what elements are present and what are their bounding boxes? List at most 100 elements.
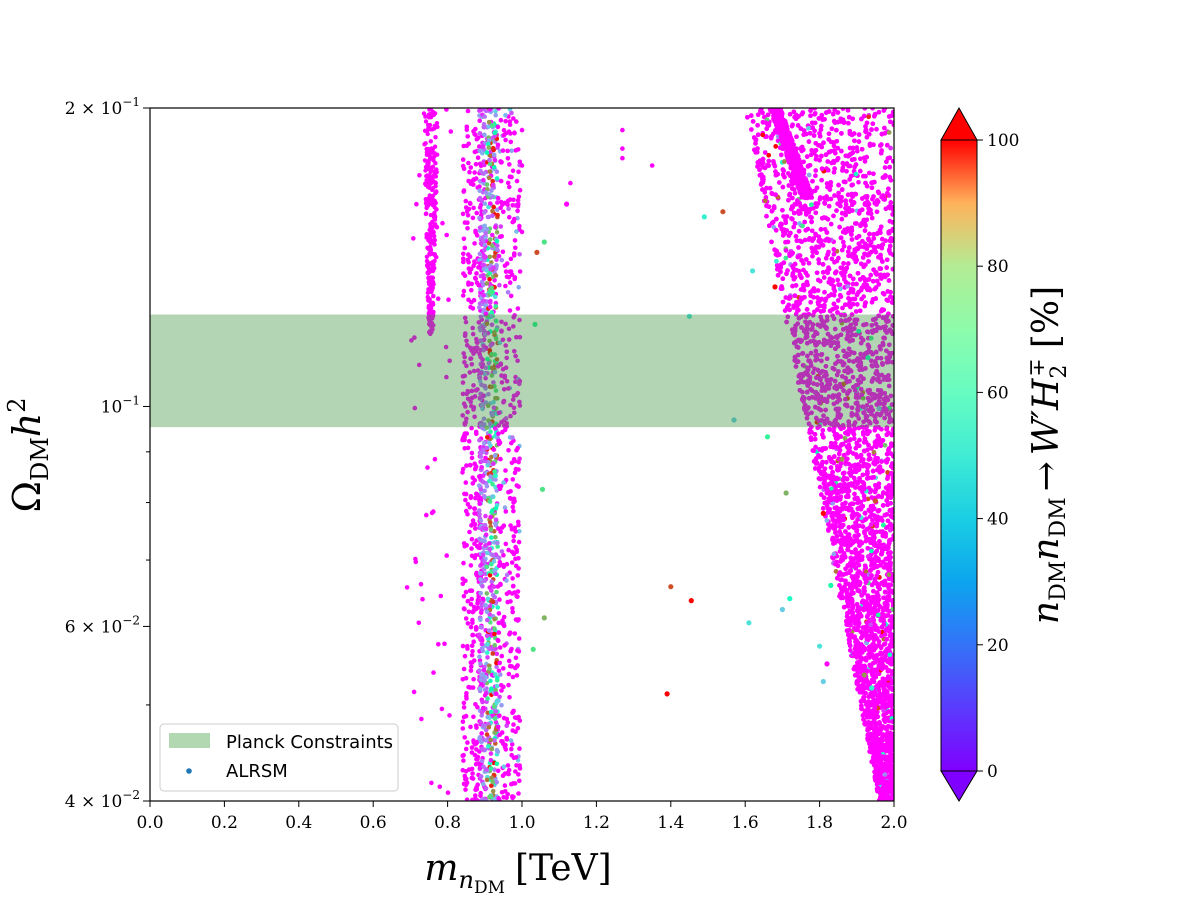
scatter-point (515, 589, 521, 594)
scatter-point (478, 287, 483, 292)
scatter-point (470, 632, 476, 638)
scatter-point (479, 465, 485, 470)
scatter-point (484, 564, 490, 569)
scatter-point (479, 798, 484, 801)
scatter-point (473, 723, 479, 728)
scatter-point (483, 532, 489, 537)
scatter-point (466, 141, 472, 147)
scatter-point (417, 173, 422, 178)
scatter-point (473, 161, 479, 167)
scatter-point (474, 345, 480, 350)
scatter-point (479, 758, 485, 764)
scatter-point (432, 217, 438, 222)
scatter-point (482, 210, 487, 215)
scatter-point (514, 178, 520, 184)
scatter-point (516, 791, 521, 796)
scatter-point (497, 732, 503, 738)
scatter-point (430, 263, 436, 268)
scatter-point (473, 126, 478, 132)
scatter-point (482, 494, 487, 500)
scatter-point (465, 740, 470, 745)
scatter-point (477, 512, 482, 517)
scatter-point (510, 504, 516, 510)
scatter-point (495, 724, 501, 730)
scatter-point (463, 205, 469, 210)
scatter-point (432, 456, 438, 462)
scatter-point (492, 616, 497, 622)
scatter-point (510, 435, 515, 440)
scatter-point (490, 232, 495, 238)
scatter-point (465, 445, 471, 451)
scatter-point (471, 658, 477, 663)
scatter-point (493, 517, 499, 522)
scatter-point (515, 445, 520, 451)
scatter-point (483, 526, 489, 531)
scatter-point (478, 793, 483, 799)
scatter-point (423, 114, 428, 119)
scatter-point (482, 578, 488, 583)
scatter-point (481, 705, 486, 711)
scatter-point (460, 677, 466, 682)
scatter-point (516, 201, 521, 207)
scatter-point (477, 131, 483, 136)
scatter-point (508, 648, 513, 654)
scatter-point (479, 607, 484, 613)
scatter-point (472, 170, 477, 175)
scatter-point (496, 526, 501, 531)
scatter-point (475, 155, 481, 160)
scatter-point (501, 128, 507, 133)
scatter-point (469, 536, 475, 542)
scatter-point (430, 300, 435, 305)
scatter-point (490, 145, 496, 151)
scatter-point (466, 609, 472, 615)
scatter-point (461, 143, 467, 149)
scatter-point (481, 307, 487, 313)
scatter-point (493, 477, 498, 482)
scatter-point (428, 331, 433, 337)
scatter-point (425, 294, 430, 300)
scatter-point (495, 124, 501, 130)
scatter-point (433, 174, 439, 179)
scatter-point (507, 695, 512, 700)
scatter-point (512, 251, 517, 256)
scatter-point (519, 127, 525, 133)
scatter-point (464, 124, 470, 130)
scatter-point (495, 544, 500, 549)
scatter-point (496, 431, 501, 437)
scatter-point (502, 783, 508, 788)
scatter-point (492, 453, 498, 458)
scatter-point (482, 248, 487, 253)
scatter-point (411, 236, 416, 241)
scatter-point (477, 545, 483, 551)
scatter-point (464, 797, 470, 801)
scatter-point (487, 271, 493, 276)
scatter-point (425, 270, 430, 275)
scatter-point (461, 700, 467, 706)
scatter-point (476, 320, 482, 325)
scatter-point (511, 722, 516, 727)
scatter-point (488, 520, 493, 525)
scatter-point (481, 293, 486, 298)
scatter-point (505, 148, 510, 154)
scatter-point (491, 152, 497, 158)
scatter-point (481, 177, 486, 183)
scatter-point (495, 749, 501, 755)
scatter-point (464, 343, 470, 348)
scatter-point (478, 571, 483, 576)
scatter-point (466, 767, 472, 772)
scatter-point (470, 649, 475, 654)
scatter-point (428, 221, 433, 227)
scatter-point (477, 501, 483, 507)
scatter-point (497, 713, 502, 718)
scatter-point (460, 157, 466, 162)
scatter-point (472, 506, 477, 511)
scatter-point (514, 229, 519, 234)
scatter-point (444, 108, 449, 112)
scatter-point (474, 570, 479, 576)
scatter-point (470, 617, 475, 623)
scatter-point (488, 737, 494, 743)
scatter-point (481, 124, 487, 130)
scatter-point (512, 470, 518, 476)
scatter-point (464, 463, 469, 468)
scatter-point (494, 683, 500, 689)
